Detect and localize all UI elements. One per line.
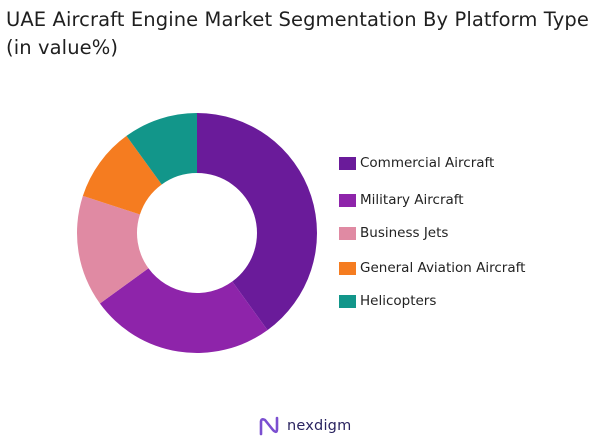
legend-item-general-aviation-aircraft: General Aviation Aircraft bbox=[339, 258, 525, 278]
nexdigm-logo: nexdigm bbox=[258, 415, 351, 437]
donut-slice-military-aircraft bbox=[99, 268, 268, 354]
legend-item-military-aircraft: Military Aircraft bbox=[339, 190, 464, 210]
legend-label-military-aircraft: Military Aircraft bbox=[360, 192, 464, 208]
brand-name: nexdigm bbox=[287, 418, 352, 434]
donut-slice-commercial-aircraft bbox=[197, 113, 318, 331]
legend-swatch-helicopters bbox=[339, 294, 356, 308]
legend-item-commercial-aircraft: Commercial Aircraft bbox=[339, 153, 494, 173]
legend-label-commercial-aircraft: Commercial Aircraft bbox=[360, 155, 495, 171]
legend-label-general-aviation-aircraft: General Aviation Aircraft bbox=[360, 260, 526, 276]
legend-swatch-commercial-aircraft bbox=[339, 156, 356, 170]
donut-slice-general-aviation-aircraft bbox=[82, 135, 162, 215]
chart-title: UAE Aircraft Engine Market Segmentation … bbox=[6, 8, 589, 59]
donut-slice-helicopters bbox=[126, 113, 197, 185]
legend-label-business-jets: Business Jets bbox=[360, 225, 449, 241]
nexdigm-logo-icon bbox=[259, 416, 279, 436]
legend-item-helicopters: Helicopters bbox=[339, 291, 436, 311]
legend-label-helicopters: Helicopters bbox=[360, 293, 437, 309]
donut-slice-business-jets bbox=[76, 195, 149, 304]
legend-swatch-general-aviation-aircraft bbox=[339, 261, 356, 275]
legend-swatch-military-aircraft bbox=[339, 193, 356, 207]
legend-swatch-business-jets bbox=[339, 226, 356, 240]
legend-item-business-jets: Business Jets bbox=[339, 223, 448, 243]
